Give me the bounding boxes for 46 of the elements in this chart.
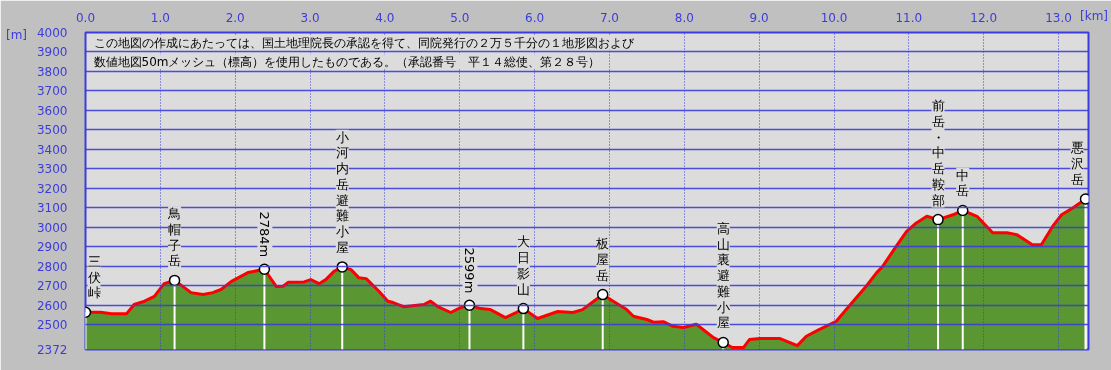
annotation: 2599m — [462, 247, 478, 294]
x-tick-label: 10.0 — [820, 10, 848, 25]
y-tick-label: 3200 — [36, 181, 68, 196]
y-tick-label: 2600 — [36, 298, 68, 313]
annotation: 前岳・中岳鞍部 — [931, 98, 945, 208]
y-tick-label: 3700 — [36, 84, 68, 99]
annotation: 中岳 — [956, 167, 970, 199]
x-tick-label: 9.0 — [749, 10, 769, 25]
annotation: 板屋岳 — [595, 236, 610, 283]
annotation: 数値地図50mメッシュ（標高）を使用したものである。（承認番号 平１４総使、第２８号） — [93, 54, 601, 69]
x-tick-label: 7.0 — [599, 10, 620, 25]
annotation: 三伏峠 — [87, 253, 101, 301]
annotation: 小河内岳避難小屋 — [335, 129, 349, 255]
x-tick-label: 5.0 — [450, 10, 470, 25]
x-tick-label: 11.0 — [895, 10, 923, 25]
y-tick-label: 4000 — [36, 26, 68, 40]
y-tick-label: 3500 — [36, 123, 68, 138]
x-tick-label: 3.0 — [300, 10, 320, 25]
y-tick-label: 3600 — [36, 103, 68, 118]
x-tick-label: 0.0 — [75, 10, 96, 25]
y-tick-label: 2500 — [36, 318, 68, 333]
x-tick-label: 2.0 — [225, 10, 245, 25]
annotation: この地図の作成にあたっては、国土地理院長の承認を得て、同院発行の２万５千分の１地形図および — [93, 35, 635, 50]
x-tick-label: 8.0 — [674, 10, 694, 25]
y-tick-label: 3900 — [36, 45, 68, 60]
x-tick-label: 6.0 — [525, 10, 545, 25]
y-tick-label: 3100 — [36, 201, 68, 216]
x-tick-label: 1.0 — [150, 10, 170, 25]
x-tick-label: 12.0 — [970, 10, 998, 25]
y-tick-label: 2372 — [36, 343, 68, 357]
annotation: 高山裏避難小屋 — [716, 220, 730, 331]
y-tick-label: 3400 — [36, 142, 68, 157]
annotation: 2784m — [257, 211, 273, 258]
y-axis-title: [m] — [6, 27, 28, 44]
annotation: 鳥帽子岳 — [167, 206, 182, 269]
y-tick-label: 2900 — [36, 240, 68, 255]
x-tick-label: 13.0 — [1045, 10, 1072, 25]
y-tick-label: 3000 — [36, 220, 68, 235]
y-tick-label: 2800 — [36, 259, 68, 274]
annotation: 大日影山 — [516, 234, 530, 297]
y-tick-label: 2700 — [36, 279, 68, 294]
y-tick-label: 3800 — [36, 64, 68, 79]
x-axis-title: [km] — [1080, 8, 1109, 25]
annotation: 悪沢岳 — [1069, 140, 1084, 187]
x-tick-label: 4.0 — [375, 10, 395, 25]
y-tick-label: 3300 — [36, 162, 68, 177]
